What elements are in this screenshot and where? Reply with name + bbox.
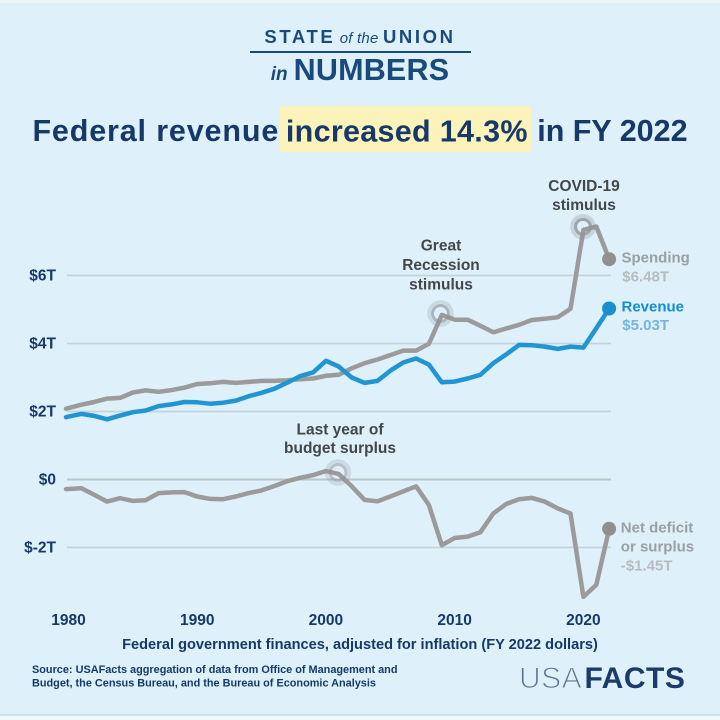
svg-text:1990: 1990 — [180, 612, 214, 629]
svg-text:$4T: $4T — [29, 336, 56, 353]
svg-text:Revenue: Revenue — [622, 299, 685, 316]
svg-text:Great: Great — [421, 238, 462, 255]
svg-text:USA: USA — [519, 662, 582, 695]
svg-text:budget surplus: budget surplus — [284, 440, 396, 457]
svg-text:Spending: Spending — [622, 250, 690, 267]
svg-text:or surplus: or surplus — [621, 539, 694, 556]
svg-text:stimulus: stimulus — [552, 197, 616, 214]
svg-text:$5.03T: $5.03T — [622, 317, 669, 334]
svg-text:2020: 2020 — [566, 612, 600, 629]
svg-text:Source: USAFacts aggregation o: Source: USAFacts aggregation of data fro… — [32, 664, 398, 676]
svg-text:Recession: Recession — [402, 257, 480, 274]
svg-text:Federal government finances, a: Federal government finances, adjusted fo… — [122, 637, 598, 653]
svg-text:FACTS: FACTS — [585, 662, 686, 695]
svg-text:$6.48T: $6.48T — [622, 269, 669, 286]
svg-text:Budget, the Census Bureau, and: Budget, the Census Bureau, and the Burea… — [32, 678, 376, 690]
svg-text:$6T: $6T — [29, 268, 56, 285]
svg-text:2000: 2000 — [309, 612, 343, 629]
svg-text:$2T: $2T — [29, 404, 56, 421]
svg-text:2010: 2010 — [437, 612, 471, 629]
svg-text:Net deficit: Net deficit — [621, 520, 694, 537]
svg-text:1980: 1980 — [51, 612, 85, 629]
svg-text:$-2T: $-2T — [24, 540, 56, 557]
svg-text:stimulus: stimulus — [409, 277, 473, 294]
svg-text:COVID-19: COVID-19 — [548, 178, 620, 195]
svg-text:-$1.45T: -$1.45T — [621, 558, 673, 575]
svg-text:Last year of: Last year of — [296, 422, 384, 439]
svg-text:$0: $0 — [39, 472, 56, 489]
